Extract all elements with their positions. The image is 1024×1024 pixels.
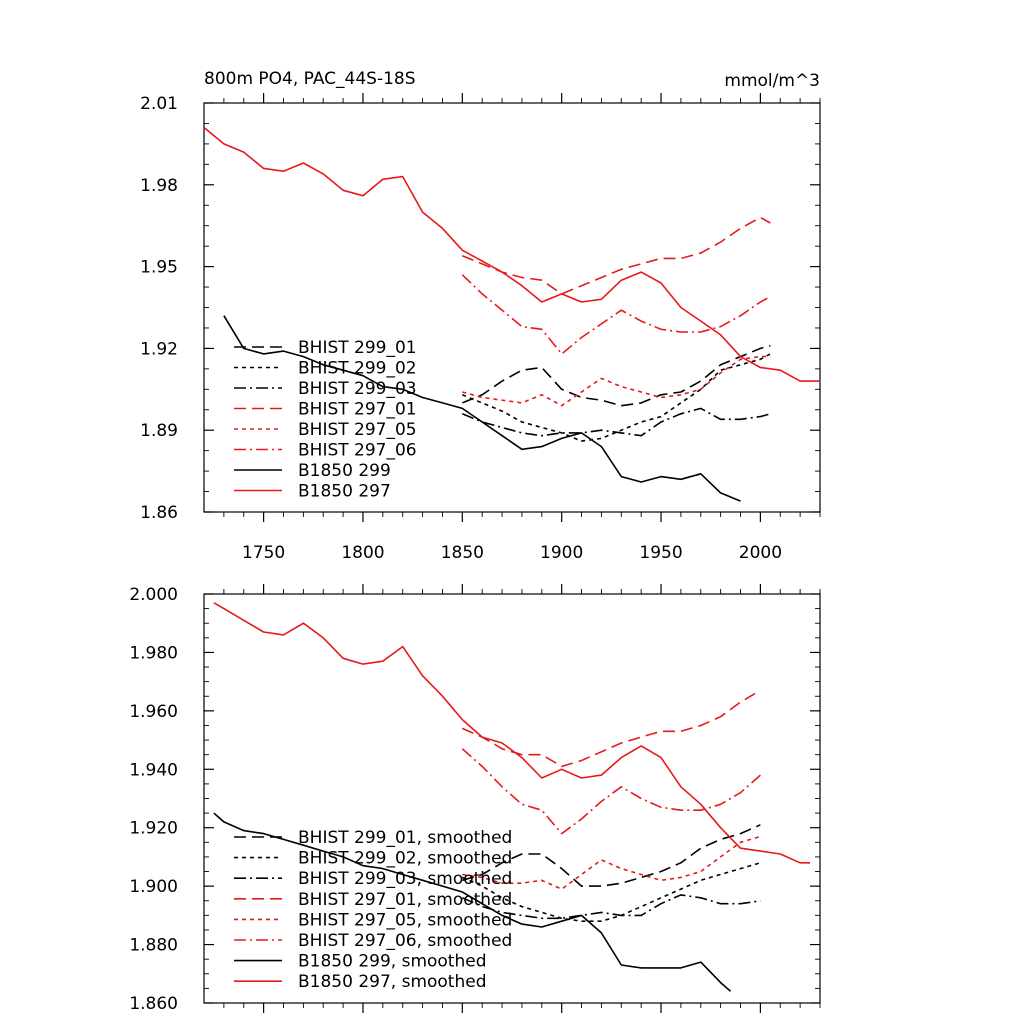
legend-label: BHIST 299_01, smoothed <box>298 828 512 848</box>
bottom-axes: 2.000 1.980 1.960 1.940 1.920 1.900 1.880 1.860 <box>129 584 821 1014</box>
legend-label: BHIST 299_01 <box>298 338 417 358</box>
y-tick-label: 1.89 <box>140 421 178 441</box>
series-line <box>213 812 732 992</box>
series-line <box>461 689 761 768</box>
series-line <box>461 748 761 835</box>
legend-label: BHIST 297_05 <box>298 420 417 440</box>
series-line <box>461 862 761 923</box>
y-tick-label: 1.920 <box>129 819 178 839</box>
series-line <box>461 216 771 295</box>
legend-label: B1850 297 <box>298 482 391 502</box>
y-tick-label: 1.880 <box>129 936 178 956</box>
series-line <box>461 894 761 920</box>
legend-label: BHIST 297_06, smoothed <box>298 931 512 951</box>
series-line <box>203 126 820 382</box>
legend-label: BHIST 299_02, smoothed <box>298 849 512 869</box>
y-tick-label: 1.860 <box>129 994 178 1014</box>
y-tick-label: 2.000 <box>129 585 178 605</box>
y-tick-label: 1.95 <box>140 258 178 278</box>
top-series <box>203 126 820 502</box>
y-tick-label: 1.98 <box>140 176 178 196</box>
legend-label: B1850 299, smoothed <box>298 952 487 972</box>
bottom-series <box>213 602 811 992</box>
x-tick-label: 2000 <box>739 543 782 563</box>
y-tick-label: 1.92 <box>140 339 178 359</box>
plot-frame <box>203 102 821 513</box>
bottom-panel: 2.000 1.980 1.960 1.940 1.920 1.900 1.880 1.860… <box>129 584 821 1014</box>
series-line <box>461 274 771 355</box>
series-line <box>462 824 761 887</box>
x-tick-label: 1850 <box>441 543 484 563</box>
x-tick-label: 1900 <box>540 543 583 563</box>
series-line <box>223 315 741 502</box>
y-tick-label: 1.940 <box>129 760 178 780</box>
top-panel: 800m PO4, PAC_44S-18S mmol/m^3 2.01 1.98 1… <box>140 69 821 563</box>
legend-label: BHIST 299_02 <box>298 359 417 379</box>
y-tick-label: 1.86 <box>140 503 178 523</box>
legend-label: BHIST 299_03, smoothed <box>298 869 512 889</box>
legend-label: BHIST 299_03 <box>298 379 417 399</box>
series-line <box>462 835 761 890</box>
legend-label: BHIST 297_06 <box>298 441 417 461</box>
legend-label: BHIST 297_05, smoothed <box>298 910 512 930</box>
x-tick-label: 1800 <box>341 543 384 563</box>
y-tick-label: 1.980 <box>129 643 178 663</box>
y-tick-label: 1.900 <box>129 877 178 897</box>
legend-label: BHIST 297_01 <box>298 400 417 420</box>
x-tick-label: 1950 <box>639 543 682 563</box>
legend-label: B1850 299 <box>298 461 391 481</box>
series-line <box>213 602 811 864</box>
top-axes: 2.01 1.98 1.95 1.92 1.89 1.86 1750 1800 1850 1900… <box>140 93 821 563</box>
y-tick-label: 2.01 <box>140 94 178 114</box>
top-title: 800m PO4, PAC_44S-18S <box>204 69 416 89</box>
legend-label: B1850 297, smoothed <box>298 972 487 992</box>
x-tick-label: 1750 <box>242 543 285 563</box>
series-line <box>462 355 771 407</box>
legend-label: BHIST 297_01, smoothed <box>298 890 512 910</box>
top-units: mmol/m^3 <box>724 71 820 91</box>
y-tick-label: 1.960 <box>129 702 178 722</box>
series-line <box>461 344 771 407</box>
series-line <box>461 353 771 442</box>
series-line <box>461 407 771 437</box>
